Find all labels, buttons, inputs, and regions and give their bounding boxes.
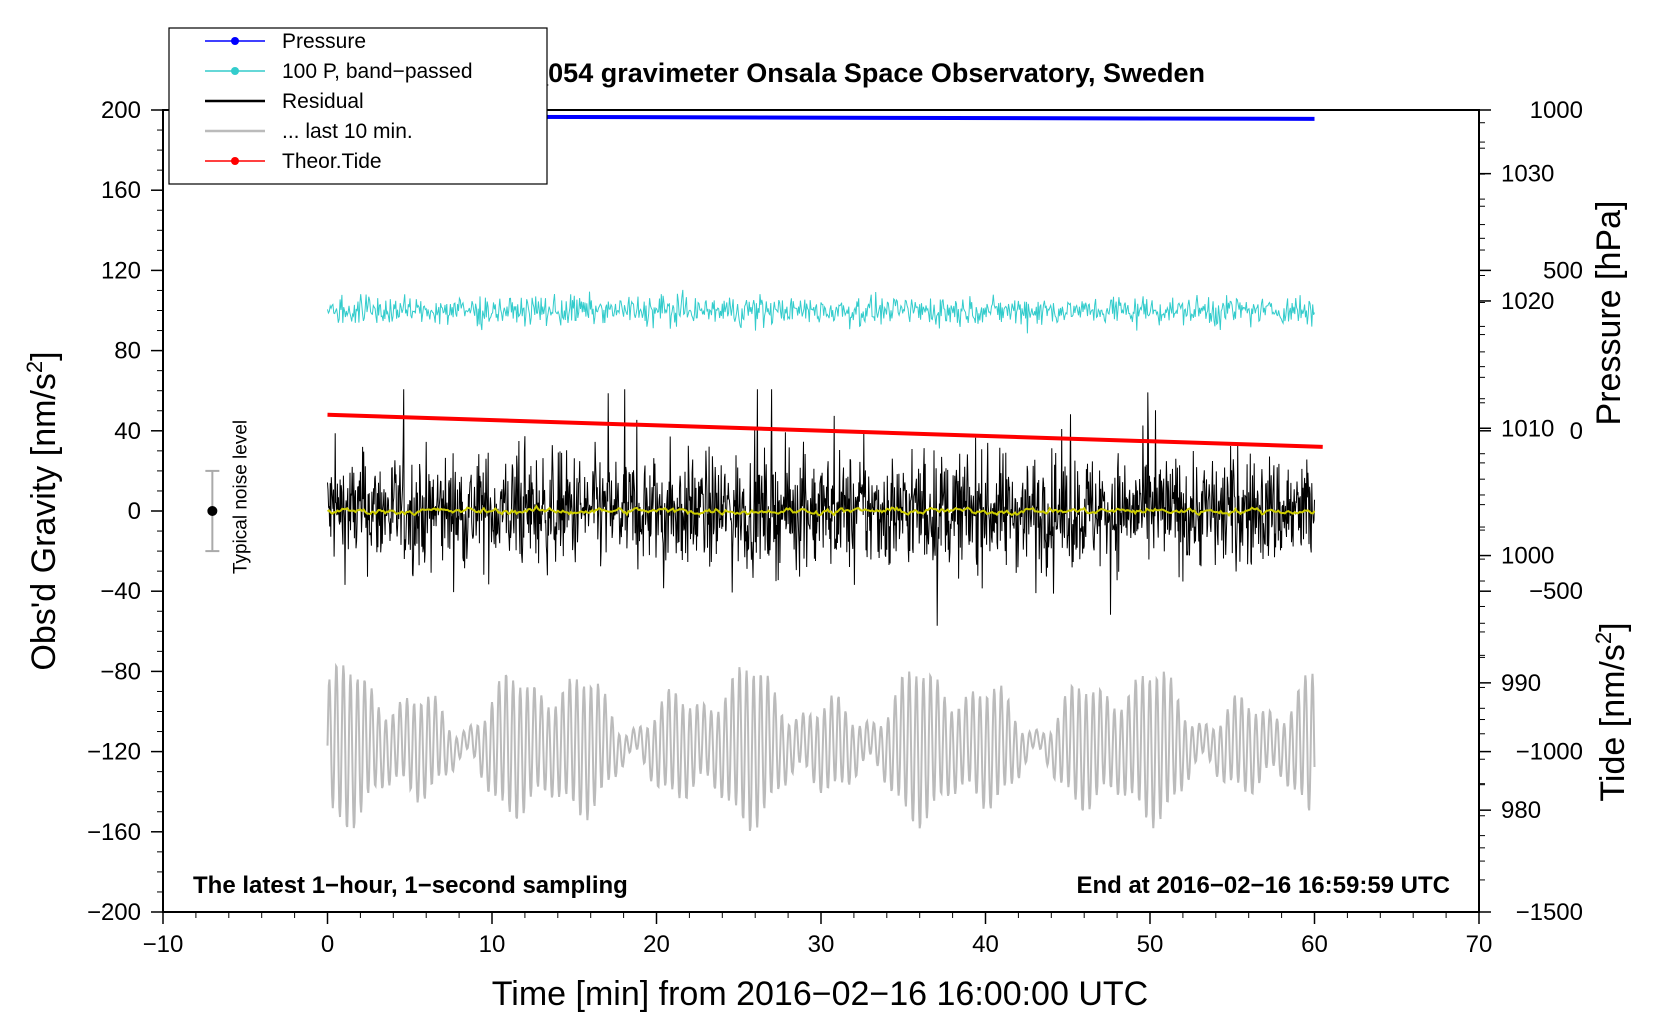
x-tick-label: 20 xyxy=(643,931,670,958)
y-tick-label: 200 xyxy=(101,97,141,124)
legend-label: Residual xyxy=(282,90,364,113)
series-residual xyxy=(327,389,1315,626)
legend-items: Pressure 100 P, band−passed Residual ... la… xyxy=(205,30,473,173)
pressure-tick-label: 980 xyxy=(1501,797,1541,824)
y-axis-title-pressure: Pressure [hPa] xyxy=(1590,201,1628,426)
x-axis-title: Time [min] from 2016−02−16 16:00:00 UTC xyxy=(492,975,1148,1013)
pressure-tick-label: 1020 xyxy=(1501,288,1554,315)
x-tick-label: 10 xyxy=(479,931,506,958)
y-axis-title-left-end: ] xyxy=(25,351,63,360)
legend-label: Theor.Tide xyxy=(282,150,382,173)
tide-tick-label: 1000 xyxy=(1530,97,1583,124)
series-pressure-bandpassed xyxy=(327,289,1315,334)
x-tick-label: 0 xyxy=(321,931,334,958)
pressure-tick-label: 1000 xyxy=(1501,543,1554,570)
y-axis-title-tide-end: ] xyxy=(1594,622,1632,631)
legend-swatch-marker xyxy=(231,67,239,75)
y-tick-label: 160 xyxy=(101,177,141,204)
noise-bar-label: Typical noise level xyxy=(230,420,251,574)
y-tick-label: 120 xyxy=(101,257,141,284)
x-tick-label: 30 xyxy=(808,931,835,958)
legend-box xyxy=(168,27,548,185)
y-axis-tide: −1500 −1000 −500 0 500 1000 xyxy=(1479,97,1583,926)
tide-tick-label: 0 xyxy=(1570,418,1583,445)
pressure-tick-label: 1030 xyxy=(1501,161,1554,188)
noise-level-indicator: Typical noise level xyxy=(205,420,251,574)
y-tick-label: 40 xyxy=(114,418,141,445)
y-tick-label: −80 xyxy=(100,658,141,685)
legend-label: Pressure xyxy=(282,30,366,53)
x-tick-label: 70 xyxy=(1466,931,1493,958)
y-tick-label: −200 xyxy=(87,899,141,926)
annotation-end-time: End at 2016−02−16 16:59:59 UTC xyxy=(1076,872,1450,899)
legend: Pressure 100 P, band−passed Residual ... la… xyxy=(168,27,548,185)
tide-tick-label: 500 xyxy=(1543,257,1583,284)
pressure-tick-label: 990 xyxy=(1501,670,1541,697)
y-tick-label: −120 xyxy=(87,739,141,766)
x-tick-label: 60 xyxy=(1301,931,1328,958)
chart-title: SCG_054 gravimeter Onsala Space Observat… xyxy=(475,58,1205,88)
series-last-10-min xyxy=(326,662,1316,831)
legend-swatch-marker xyxy=(231,157,239,165)
y-axis-pressure: 980 990 1000 1010 1020 1030 xyxy=(1479,122,1554,862)
legend-label: 100 P, band−passed xyxy=(282,60,473,83)
y-axis-title-tide: Tide [nm/s2] xyxy=(1591,622,1632,801)
noise-bar-dot xyxy=(207,506,218,516)
y-axis-title-tide-sup: 2 xyxy=(1591,632,1616,644)
legend-label: ... last 10 min. xyxy=(282,120,413,143)
y-axis-title-tide-main: Tide [nm/s xyxy=(1594,644,1632,801)
tide-tick-label: −1500 xyxy=(1516,899,1583,926)
series-layer xyxy=(326,114,1323,831)
x-axis: −10 0 10 20 30 40 50 60 70 xyxy=(143,912,1493,958)
y-axis-title-left-main: Obs'd Gravity [nm/s xyxy=(25,373,63,670)
pressure-tick-label: 1010 xyxy=(1501,415,1554,442)
x-tick-label: 40 xyxy=(972,931,999,958)
y-tick-label: −160 xyxy=(87,819,141,846)
annotation-sampling: The latest 1−hour, 1−second sampling xyxy=(193,872,628,899)
y-axis-title-left-sup: 2 xyxy=(22,361,47,373)
tide-tick-label: −500 xyxy=(1529,578,1583,605)
y-tick-label: 80 xyxy=(114,338,141,365)
legend-swatch-marker xyxy=(231,37,239,45)
tide-tick-label: −1000 xyxy=(1516,739,1583,766)
y-tick-label: −40 xyxy=(100,578,141,605)
x-tick-label: 50 xyxy=(1137,931,1164,958)
y-axis-title-left: Obs'd Gravity [nm/s2] xyxy=(22,351,63,670)
y-axis-gravity: −200 −160 −120 −80 −40 0 40 80 120 160 200 xyxy=(87,97,163,926)
x-tick-label: −10 xyxy=(143,931,184,958)
series-theoretical-tide xyxy=(327,412,1323,449)
series-residual-smoothed xyxy=(327,504,1316,518)
y-tick-label: 0 xyxy=(128,498,141,525)
